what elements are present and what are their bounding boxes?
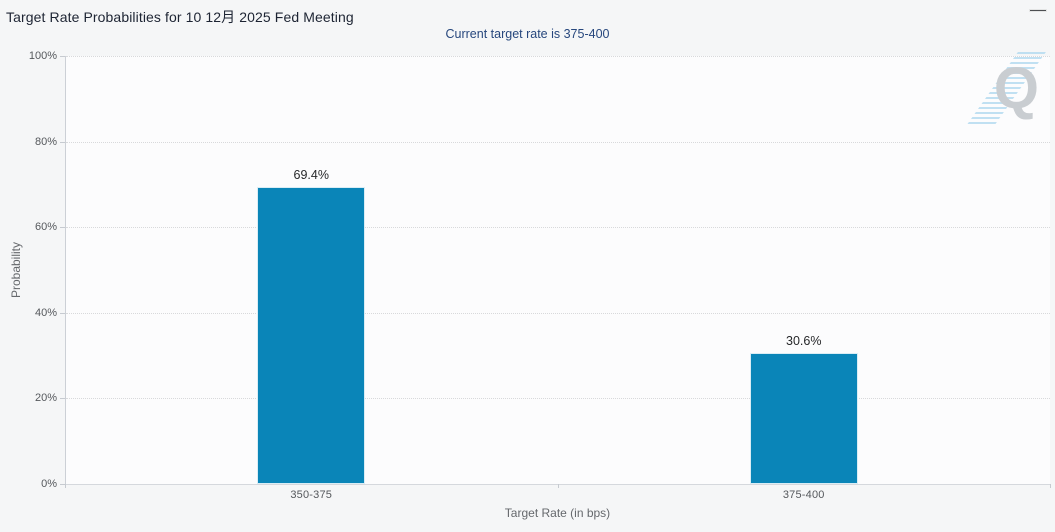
y-tick-label: 0% — [41, 478, 57, 490]
gridline — [66, 312, 1050, 314]
y-tick-label: 20% — [34, 392, 57, 405]
y-axis-title: Probability — [9, 241, 23, 299]
x-axis-tick — [65, 484, 66, 488]
gridline — [66, 56, 1050, 57]
y-tick-label: 60% — [34, 221, 57, 234]
probability-bar — [257, 186, 366, 484]
watermark-q-logo: Q — [993, 56, 1039, 121]
bar-value-label: 69.4% — [293, 167, 329, 182]
chart-title: Target Rate Probabilities for 10 12月 202… — [6, 9, 354, 25]
x-tick-label: 350-375 — [290, 489, 333, 501]
x-axis-title: Target Rate (in bps) — [504, 506, 611, 520]
x-axis-tick — [1050, 484, 1051, 488]
y-axis-tick — [60, 398, 65, 400]
x-axis-tick — [557, 484, 559, 488]
y-axis-tick — [60, 56, 65, 57]
y-axis-tick — [60, 141, 65, 143]
probability-bar — [749, 353, 858, 484]
plot-area — [66, 56, 1050, 484]
y-tick-label: 40% — [34, 306, 57, 319]
hamburger-bar — [1029, 9, 1047, 12]
gridline — [66, 141, 1050, 143]
y-axis-tick — [60, 227, 65, 229]
y-tick-label: 100% — [28, 50, 57, 62]
gridline — [66, 227, 1050, 229]
gridline — [66, 398, 1050, 400]
x-tick-label: 375-400 — [782, 489, 825, 501]
y-tick-label: 80% — [34, 135, 57, 148]
y-axis-line — [65, 56, 66, 484]
y-axis-tick — [60, 312, 65, 314]
chart-subtitle: Current target rate is 375-400 — [445, 27, 610, 41]
bar-value-label: 30.6% — [786, 334, 822, 349]
y-axis-tick — [60, 484, 65, 485]
